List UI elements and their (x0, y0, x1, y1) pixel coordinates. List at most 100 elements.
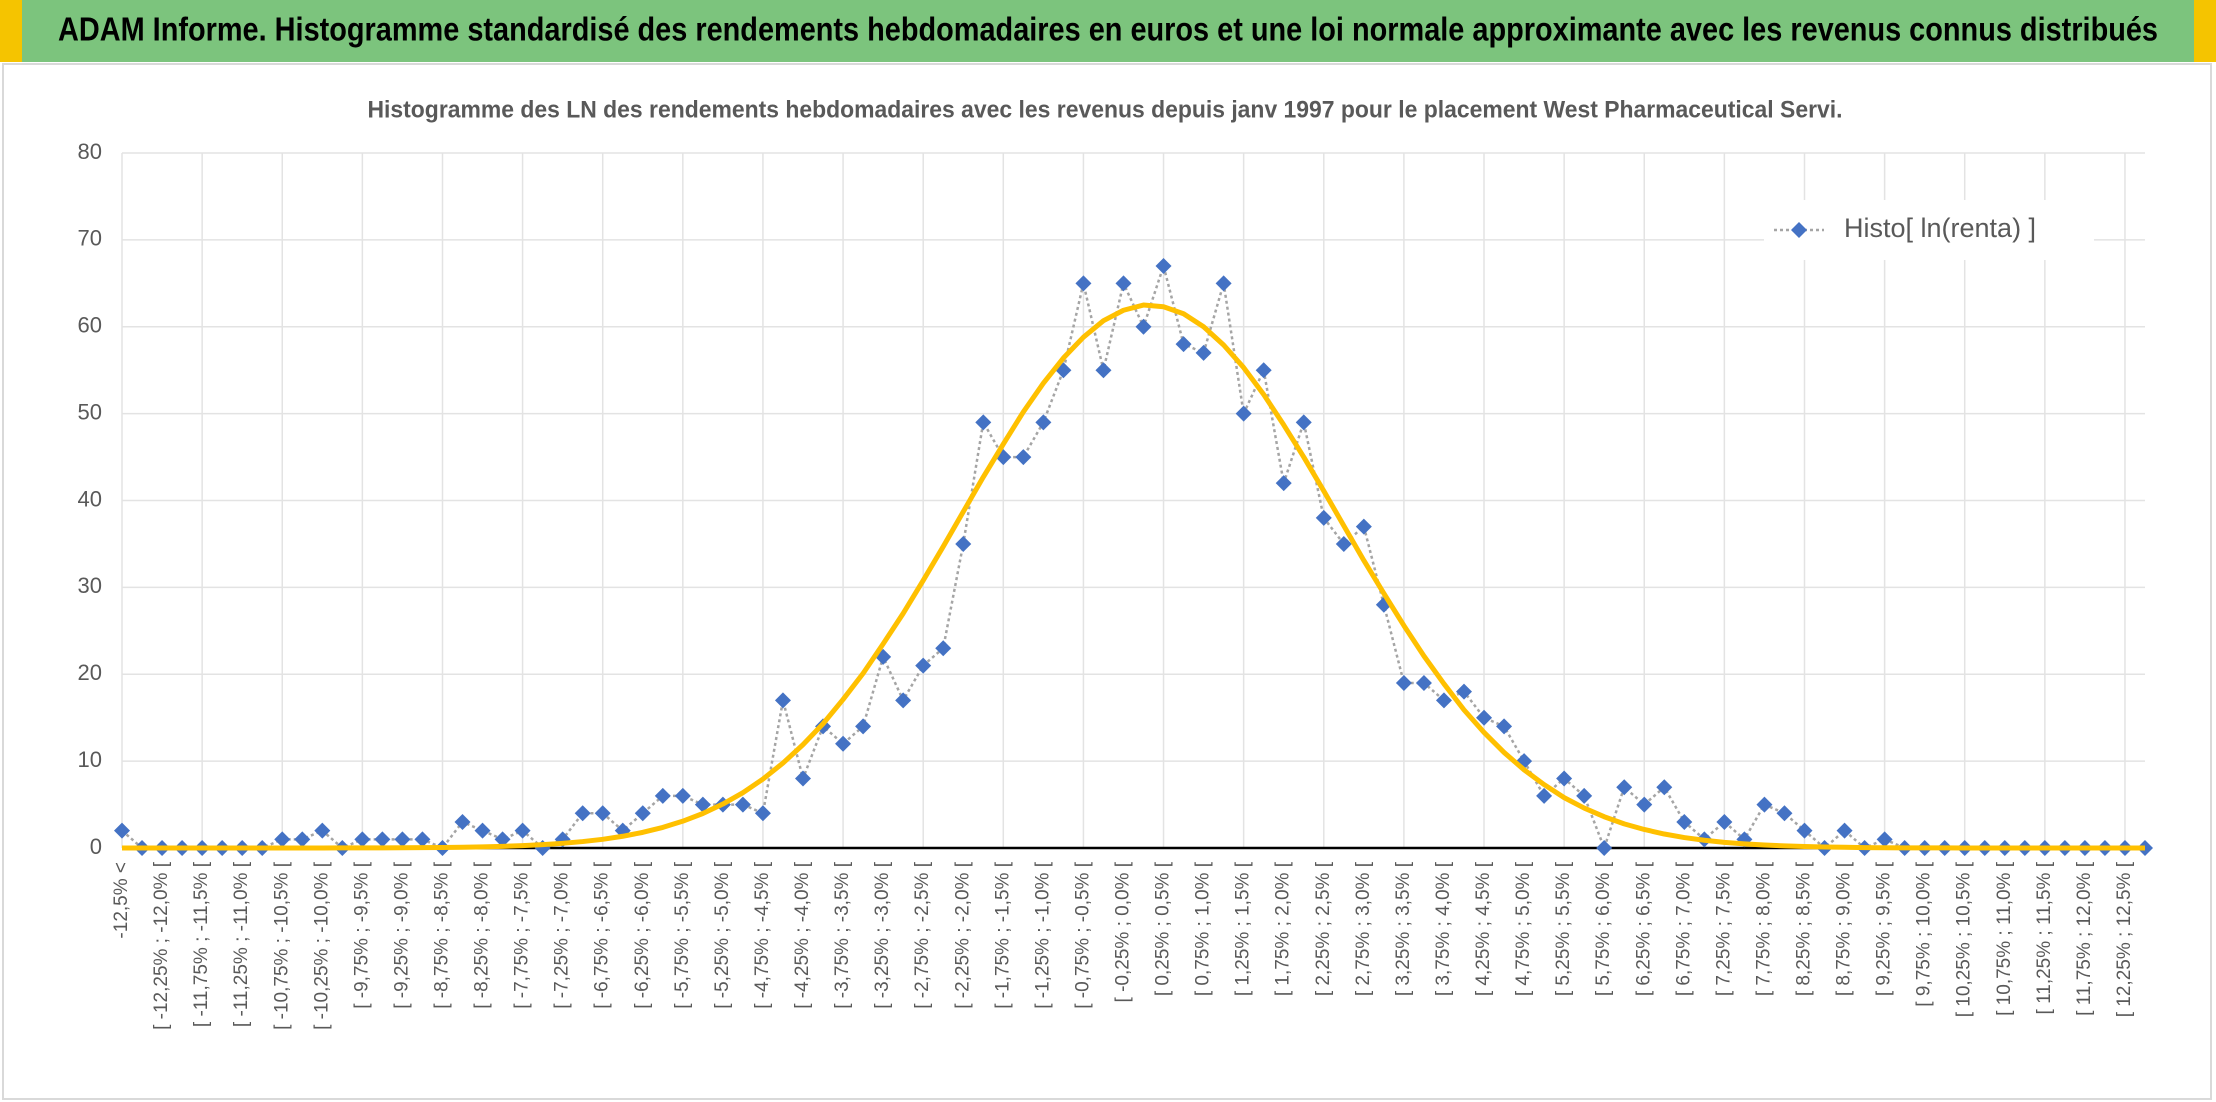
data-point (414, 831, 431, 848)
x-tick-label: [ 3,75% ; 4,0% [ (1433, 861, 1454, 996)
data-point (1275, 475, 1292, 492)
x-tick-label: [ 4,75% ; 5,0% [ (1513, 861, 1534, 996)
data-point (1476, 709, 1493, 726)
data-point (1876, 831, 1893, 848)
data-point (734, 796, 751, 813)
x-tick-label: [ -0,25% ; 0,0% [ (1113, 861, 1134, 1002)
data-point (855, 718, 872, 735)
x-tick-label: [ 1,25% ; 1,5% [ (1233, 861, 1254, 996)
x-tick-label: [ 11,75% ; 12,0% [ (2074, 861, 2095, 1016)
x-tick-label: [ -12,25% ; -12,0% [ (151, 861, 172, 1030)
data-point (1556, 770, 1573, 787)
data-point (1035, 414, 1052, 431)
data-point (1315, 509, 1332, 526)
data-point (915, 657, 932, 674)
data-point (1776, 805, 1793, 822)
data-point (1415, 674, 1432, 691)
data-point (1015, 449, 1032, 466)
data-point (1796, 822, 1813, 839)
x-tick-label: [ -1,75% ; -1,5% [ (992, 861, 1013, 1009)
x-tick-label: [ 2,25% ; 2,5% [ (1313, 861, 1334, 996)
page-title: ADAM Informe. Histogramme standardisé de… (58, 11, 2158, 48)
x-tick-label: [ 0,25% ; 0,5% [ (1153, 861, 1174, 996)
x-tick-label: [ 9,25% ; 9,5% [ (1874, 861, 1895, 996)
legend-marker (1791, 222, 1807, 238)
data-point (694, 796, 711, 813)
data-point (1455, 683, 1472, 700)
data-point (1676, 813, 1693, 830)
x-tick-label: [ 8,25% ; 8,5% [ (1794, 861, 1815, 996)
x-tick-label: [ -11,25% ; -11,0% [ (231, 861, 252, 1027)
y-tick-label: 70 (78, 226, 102, 251)
y-tick-label: 50 (78, 399, 102, 424)
data-point (294, 831, 311, 848)
x-tick-label: [ -2,25% ; -2,0% [ (952, 861, 973, 1009)
data-point (594, 805, 611, 822)
x-tick-label: [ -4,25% ; -4,0% [ (792, 861, 813, 1009)
x-tick-label: [ -8,25% ; -8,0% [ (472, 861, 493, 1009)
data-point (1496, 718, 1513, 735)
data-point (494, 831, 511, 848)
data-point (1255, 362, 1272, 379)
data-point (1616, 779, 1633, 796)
y-tick-label: 60 (78, 313, 102, 338)
data-point (1836, 822, 1853, 839)
data-point (1135, 318, 1152, 335)
data-point (1295, 414, 1312, 431)
x-tick-label: [ 6,75% ; 7,0% [ (1673, 861, 1694, 996)
data-point (274, 831, 291, 848)
data-point (795, 770, 812, 787)
x-tick-label: [ 6,25% ; 6,5% [ (1633, 861, 1654, 996)
x-tick-label: [ -5,25% ; -5,0% [ (712, 861, 733, 1009)
x-tick-label: [ 11,25% ; 11,5% [ (2034, 861, 2055, 1014)
data-point (975, 414, 992, 431)
x-tick-label: [ -11,75% ; -11,5% [ (191, 861, 212, 1027)
data-point (1716, 813, 1733, 830)
x-tick-label: [ 10,25% ; 10,5% [ (1954, 861, 1975, 1017)
data-point (314, 822, 331, 839)
data-point (654, 787, 671, 804)
data-point (514, 822, 531, 839)
x-tick-label: [ -3,25% ; -3,0% [ (872, 861, 893, 1009)
data-point (114, 822, 130, 839)
x-tick-label: [ -9,75% ; -9,5% [ (351, 861, 372, 1009)
data-point (1355, 518, 1372, 535)
x-tick-label: [ 5,75% ; 6,0% [ (1593, 861, 1614, 996)
data-point (1576, 787, 1593, 804)
x-tick-label: [ -3,75% ; -3,5% [ (832, 861, 853, 1009)
data-point (1636, 796, 1653, 813)
y-tick-label: 0 (90, 834, 102, 859)
x-tick-label: [ 10,75% ; 11,0% [ (1994, 861, 2015, 1016)
x-tick-label: [ -7,75% ; -7,5% [ (512, 861, 533, 1009)
x-tick-label: [ -7,25% ; -7,0% [ (552, 861, 573, 1009)
x-tick-label: [ 5,25% ; 5,5% [ (1553, 861, 1574, 996)
x-tick-label: [ -0,75% ; -0,5% [ (1072, 861, 1093, 1009)
chart-border (2, 63, 2212, 1100)
x-tick-label: [ 3,25% ; 3,5% [ (1393, 861, 1414, 996)
y-tick-label: 40 (78, 486, 102, 511)
data-point (754, 805, 771, 822)
data-point (374, 831, 391, 848)
chart-title: Histogramme des LN des rendements hebdom… (368, 96, 1843, 123)
data-point (1536, 787, 1553, 804)
data-point (354, 831, 371, 848)
x-tick-label: [ 8,75% ; 9,0% [ (1834, 861, 1855, 996)
data-point (574, 805, 591, 822)
data-point (1215, 275, 1232, 292)
x-tick-label: -12,5% < (111, 862, 132, 939)
data-point (835, 735, 852, 752)
data-point (454, 813, 471, 830)
data-point (394, 831, 411, 848)
data-point (1075, 275, 1092, 292)
y-tick-label: 80 (78, 139, 102, 164)
data-point (1235, 405, 1252, 422)
data-point (474, 822, 491, 839)
x-tick-label: [ -5,75% ; -5,5% [ (672, 861, 693, 1009)
y-tick-label: 10 (78, 747, 102, 772)
x-tick-label: [ -2,75% ; -2,5% [ (912, 861, 933, 1009)
x-tick-label: [ 0,75% ; 1,0% [ (1193, 861, 1214, 996)
y-tick-label: 30 (78, 573, 102, 598)
x-tick-label: [ -10,75% ; -10,5% [ (271, 861, 292, 1030)
data-point (1435, 692, 1452, 709)
